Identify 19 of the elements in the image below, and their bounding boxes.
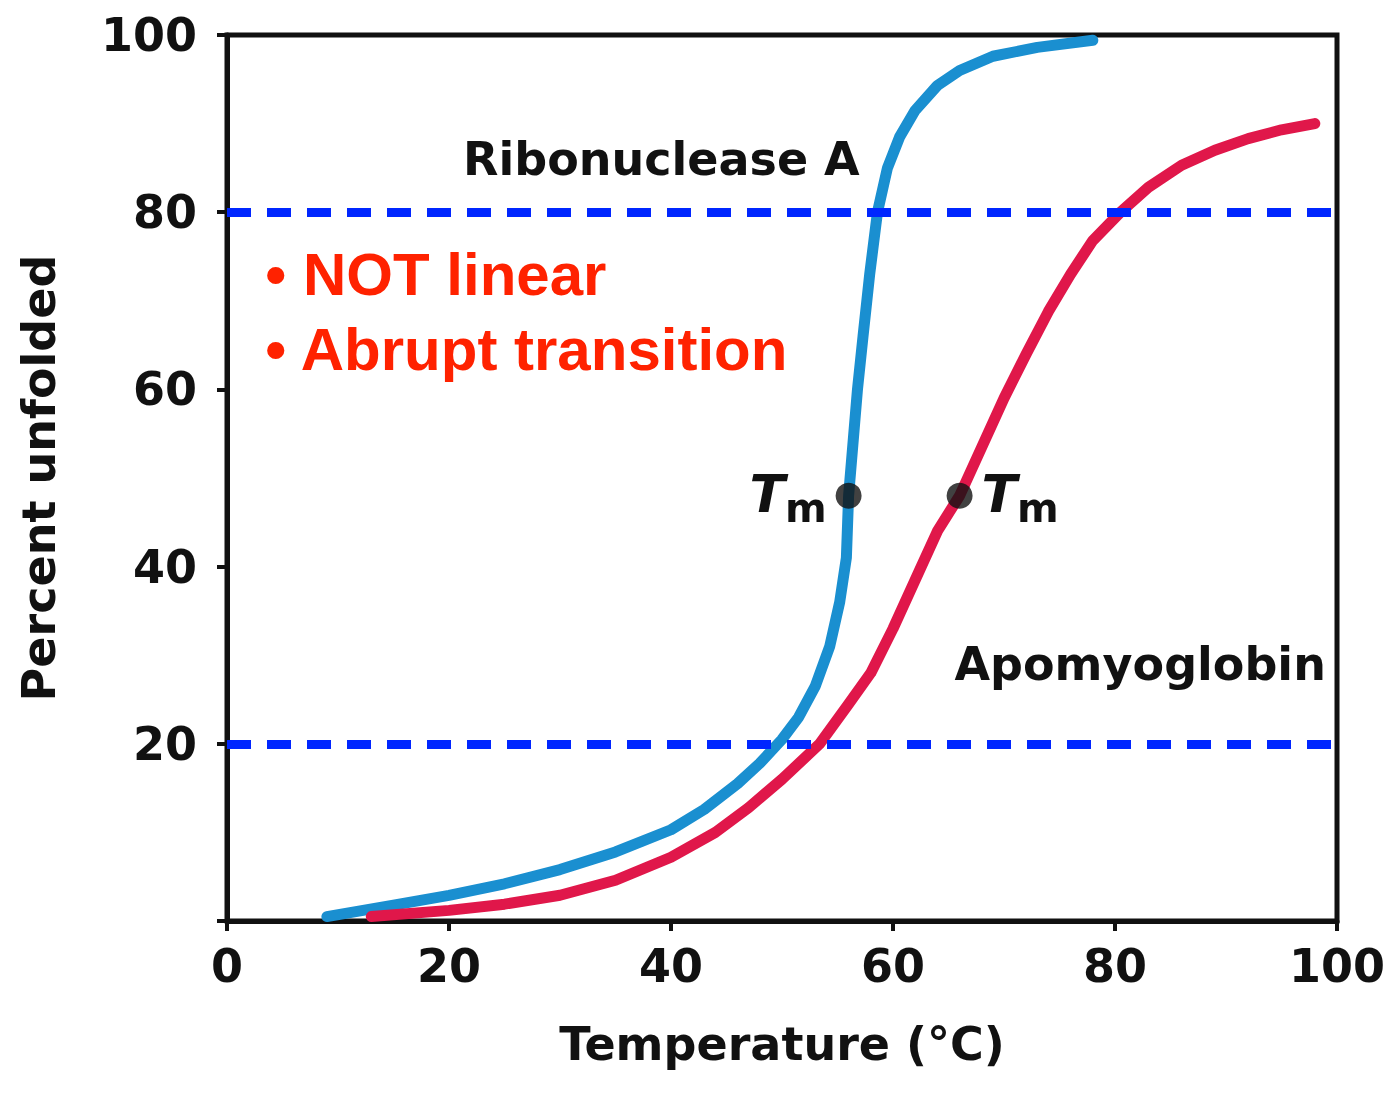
- x-axis-title: Temperature (°C): [559, 1017, 1005, 1071]
- series-label: Ribonuclease A: [463, 132, 861, 187]
- x-tick-label: 60: [860, 939, 926, 993]
- annotation: • Abrupt transition: [265, 316, 788, 384]
- y-tick-label: 60: [132, 362, 197, 417]
- annotation: T$_{m}$: [981, 463, 1059, 531]
- x-tick-label: 20: [416, 939, 482, 993]
- x-tick-label: 40: [638, 939, 704, 993]
- x-tick-label: 80: [1082, 939, 1148, 993]
- annotation: T$_{m}$: [749, 463, 827, 531]
- y-tick-label: 80: [132, 185, 197, 240]
- y-tick-label: 40: [132, 539, 197, 594]
- x-tick-label: 0: [210, 939, 244, 993]
- y-axis-title: Percent unfolded: [12, 254, 66, 702]
- annotation: • NOT linear: [265, 240, 607, 308]
- series-label: Apomyoglobin: [954, 637, 1326, 692]
- y-tick-label: 100: [100, 8, 197, 62]
- x-tick-label: 100: [1288, 939, 1386, 993]
- y-tick-label: 20: [132, 716, 197, 771]
